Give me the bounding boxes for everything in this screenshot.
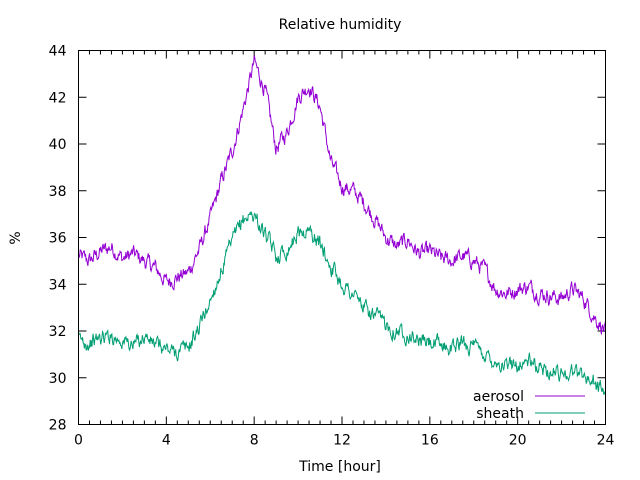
x-axis-label: Time [hour]: [298, 459, 381, 475]
legend-label-sheath: sheath: [476, 406, 524, 422]
y-tick-label: 36: [49, 231, 67, 247]
x-tick-label: 0: [74, 433, 83, 449]
series-line-sheath: [78, 211, 606, 396]
x-tick-label: 4: [162, 433, 171, 449]
x-tick-label: 12: [333, 433, 351, 449]
x-tick-label: 16: [421, 433, 439, 449]
y-tick-label: 44: [49, 44, 67, 60]
y-tick-label: 32: [49, 324, 67, 340]
series-line-aerosol: [78, 55, 606, 335]
legend-label-aerosol: aerosol: [473, 389, 524, 405]
y-tick-label: 40: [49, 137, 67, 153]
x-tick-label: 24: [597, 433, 615, 449]
y-tick-label: 30: [49, 371, 67, 387]
chart-title: Relative humidity: [279, 17, 402, 33]
x-tick-label: 20: [509, 433, 527, 449]
series-layer: [78, 55, 606, 396]
y-tick-label: 42: [49, 90, 67, 106]
axis-ticks: 0 4 8 12 16 20 24 28 30 32 34 36 38 40 42 44: [49, 44, 615, 449]
y-tick-label: 34: [49, 277, 67, 293]
y-tick-label: 28: [49, 418, 67, 434]
plot-frame: [78, 50, 606, 425]
y-tick-label: 38: [49, 184, 67, 200]
x-tick-label: 8: [250, 433, 259, 449]
y-axis-label: %: [8, 231, 24, 244]
